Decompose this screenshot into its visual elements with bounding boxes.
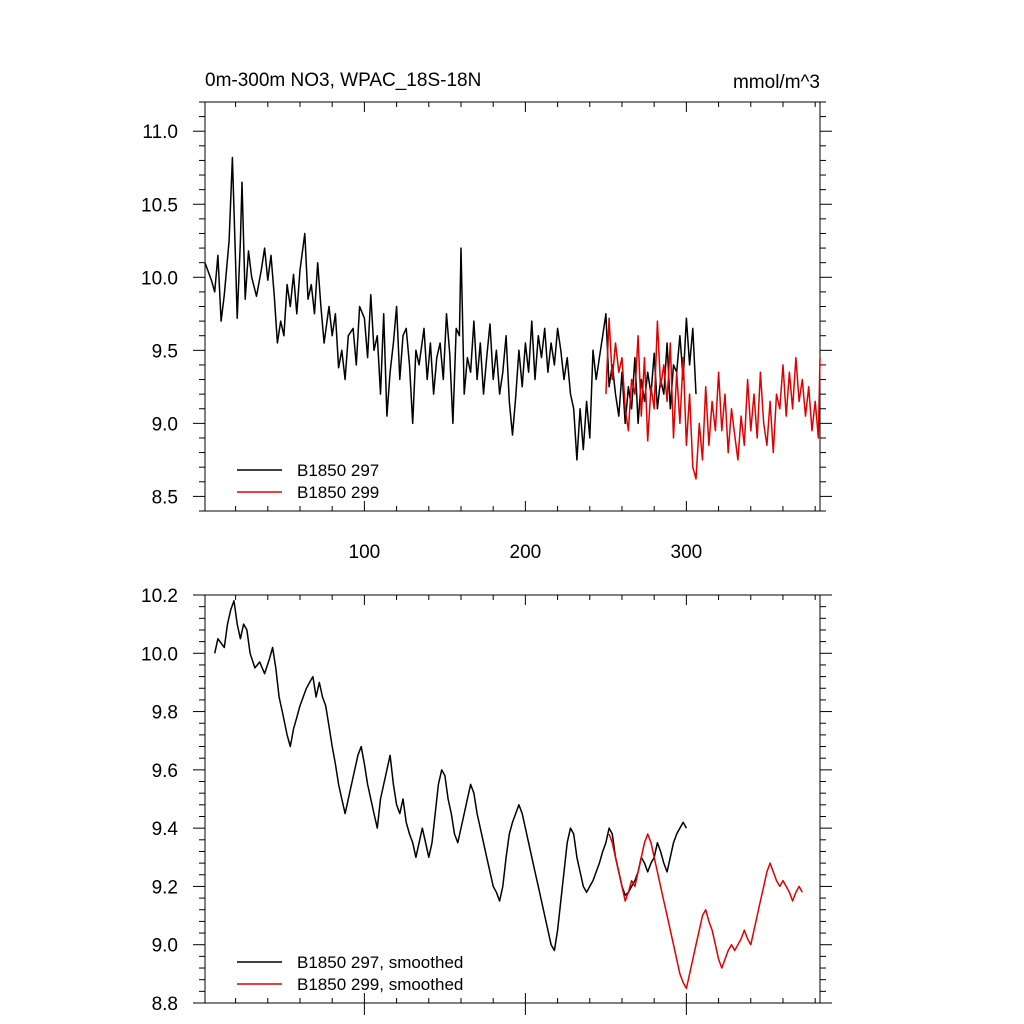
y-tick-label: 9.0	[152, 936, 178, 957]
y-tick-label: 8.8	[152, 994, 178, 1015]
chart-units-label: mmol/m^3	[733, 72, 820, 93]
y-tick-label: 8.5	[152, 487, 178, 508]
legend-label-297: B1850 297, smoothed	[297, 953, 463, 972]
y-tick-label: 9.6	[152, 761, 178, 782]
legend-label-299: B1850 299	[297, 483, 379, 502]
plot-frame-2	[204, 594, 821, 1004]
series-line-297	[213, 600, 688, 952]
series-line-299	[608, 833, 803, 990]
y-tick-label: 10.5	[141, 195, 178, 216]
x-tick-label: 200	[510, 542, 542, 563]
series-line-299	[605, 317, 821, 480]
y-tick-label: 9.2	[152, 877, 178, 898]
chart-title: 0m-300m NO3, WPAC_18S-18N	[205, 70, 481, 91]
x-tick-label: 100	[349, 542, 381, 563]
y-tick-label: 9.0	[152, 414, 178, 435]
y-tick-label: 9.4	[152, 819, 179, 840]
legend-label-297: B1850 297	[297, 461, 379, 480]
y-tick-label: 9.8	[152, 703, 178, 724]
y-tick-label: 9.5	[152, 341, 178, 362]
y-tick-label: 11.0	[142, 122, 178, 143]
y-tick-label: 10.0	[141, 268, 178, 289]
legend-label-299: B1850 299, smoothed	[297, 975, 463, 994]
y-tick-label: 10.2	[141, 586, 178, 607]
x-tick-label: 300	[671, 542, 703, 563]
series-line-297	[204, 156, 697, 461]
y-tick-label: 10.0	[141, 644, 178, 665]
